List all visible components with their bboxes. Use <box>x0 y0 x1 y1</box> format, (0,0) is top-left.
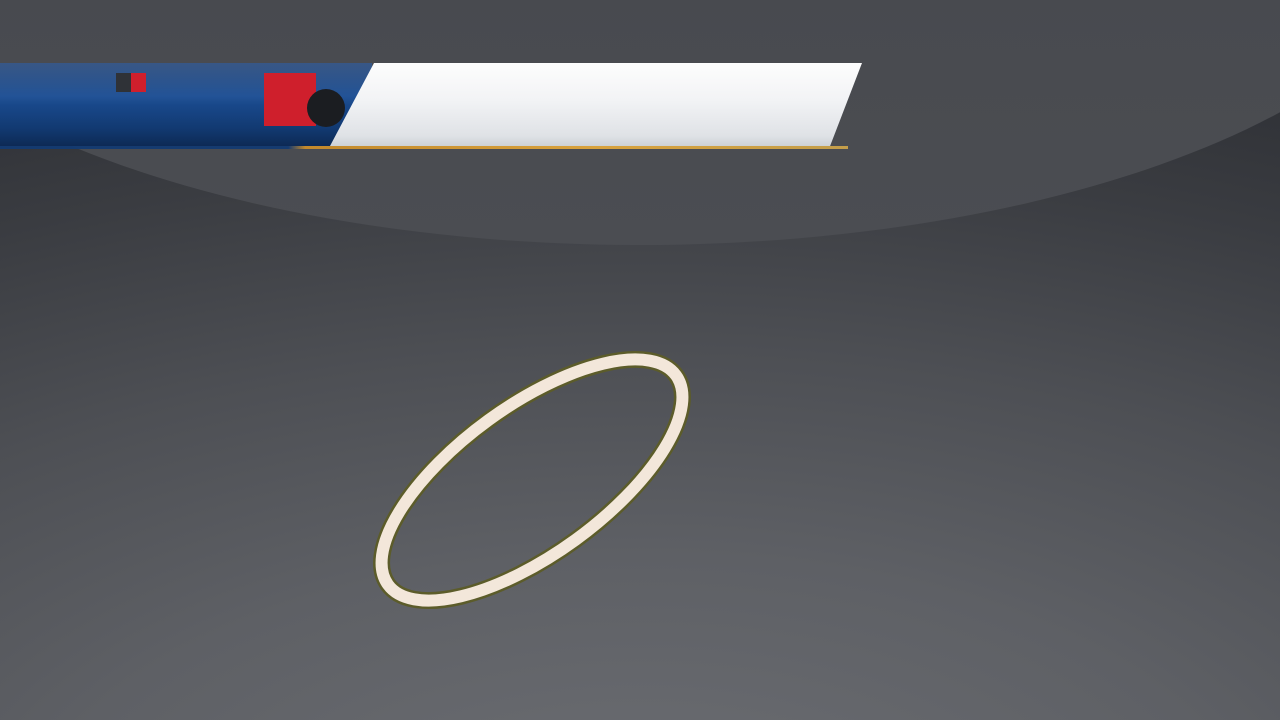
station-logo <box>104 73 354 137</box>
channel-9-badge <box>264 73 316 126</box>
title-panel <box>330 63 862 146</box>
lower-third-banner <box>0 63 862 146</box>
alert-label <box>131 73 146 92</box>
first-label <box>116 73 131 92</box>
abc-network-icon <box>307 89 345 127</box>
banner-underline <box>0 146 848 149</box>
first-alert-tag <box>116 73 146 92</box>
